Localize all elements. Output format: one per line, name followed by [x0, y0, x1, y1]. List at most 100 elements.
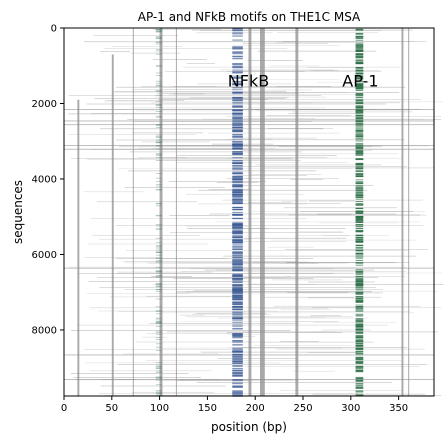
motif-hit: [232, 248, 243, 250]
motif-hit: [232, 167, 243, 169]
motif-hit: [355, 68, 364, 69]
alignment-row: [162, 157, 328, 158]
motif-hit-faint: [155, 31, 162, 33]
alignment-row: [89, 307, 356, 309]
motif-hit-faint: [155, 101, 162, 103]
motif-hit: [355, 45, 364, 47]
motif-hit: [232, 112, 243, 114]
motif-hit: [232, 152, 243, 153]
alignment-row: [276, 42, 365, 43]
motif-hit-faint: [155, 30, 162, 32]
motif-hit-faint: [155, 49, 162, 51]
motif-hit: [355, 164, 364, 166]
x-tick-label: 0: [61, 403, 67, 414]
motif-hit: [355, 75, 364, 77]
motif-hit: [232, 258, 243, 260]
motif-hit-faint: [155, 148, 162, 150]
motif-hit: [355, 47, 364, 49]
motif-hit-faint: [155, 104, 162, 106]
motif-hit: [355, 337, 364, 338]
motif-hit: [355, 244, 364, 246]
motif-hit: [355, 118, 364, 120]
alignment-row: [290, 179, 323, 180]
alignment-row: [280, 390, 402, 391]
motif-hit: [232, 229, 243, 231]
motif-hit: [355, 330, 364, 331]
alignment-row: [92, 235, 200, 236]
motif-hit-faint: [155, 127, 162, 128]
motif-hit-faint: [155, 85, 162, 87]
motif-hit-faint: [155, 262, 162, 264]
motif-hit: [232, 387, 243, 388]
motif-hit-faint: [155, 64, 162, 66]
alignment-row: [99, 393, 358, 394]
motif-hit: [232, 237, 243, 239]
alignment-row: [226, 332, 342, 333]
motif-hit: [355, 257, 364, 259]
motif-hit: [232, 153, 243, 155]
motif-hit: [232, 56, 243, 58]
motif-hit: [355, 234, 364, 236]
motif-hit: [232, 290, 243, 292]
motif-hit: [355, 351, 364, 352]
motif-hit: [232, 141, 243, 143]
motif-hit: [232, 154, 243, 155]
motif-hit: [232, 136, 243, 138]
alignment-row: [84, 257, 157, 258]
motif-hit: [232, 146, 243, 148]
motif-hit: [232, 242, 243, 244]
alignment-row: [166, 331, 438, 333]
motif-hit: [355, 105, 364, 106]
alignment-row: [317, 81, 373, 83]
alignment-row: [113, 92, 350, 93]
motif-hit-faint: [155, 30, 162, 31]
motif-hit: [355, 271, 364, 273]
alignment-row: [226, 71, 305, 72]
alignment-row: [132, 132, 203, 134]
y-tick-label: 0: [51, 24, 57, 35]
motif-hit: [232, 256, 243, 258]
motif-hit: [355, 366, 364, 368]
motif-hit-faint: [155, 142, 162, 144]
motif-hit-faint: [155, 270, 162, 272]
motif-hit-faint: [155, 310, 162, 311]
motif-hit-faint: [155, 285, 162, 287]
motif-hit: [232, 133, 243, 135]
motif-hit: [232, 341, 243, 343]
motif-hit: [355, 222, 364, 223]
motif-hit: [355, 211, 364, 213]
alignment-row: [161, 160, 301, 161]
motif-hit: [355, 61, 364, 63]
motif-hit: [232, 391, 243, 392]
motif-hit: [232, 367, 243, 369]
motif-hit: [232, 65, 243, 67]
motif-hit: [232, 234, 243, 236]
motif-hit: [232, 72, 243, 74]
motif-hit: [232, 357, 243, 358]
motif-hit: [232, 275, 243, 277]
motif-hit-faint: [155, 142, 162, 143]
motif-hit: [232, 225, 243, 227]
motif-hit: [355, 385, 364, 387]
motif-hit: [355, 84, 364, 86]
alignment-row: [132, 89, 237, 90]
alignment-row: [270, 65, 319, 67]
motif-hit: [355, 281, 364, 282]
motif-hit: [355, 381, 364, 383]
plot-frame: [63, 27, 435, 397]
motif-hit: [232, 185, 243, 187]
motif-hit: [355, 101, 364, 103]
motif-hit: [355, 134, 364, 136]
motif-hit: [355, 224, 364, 226]
motif-hit-faint: [155, 29, 162, 30]
motif-hit: [355, 36, 364, 38]
motif-hit: [232, 285, 243, 286]
alignment-row: [128, 170, 317, 172]
motif-hit: [232, 311, 243, 313]
motif-hit: [232, 53, 243, 55]
alignment-column: [295, 28, 299, 396]
motif-hit: [232, 84, 243, 85]
alignment-row: [218, 358, 298, 359]
motif-hit-faint: [155, 31, 162, 32]
alignment-row: [199, 30, 382, 31]
